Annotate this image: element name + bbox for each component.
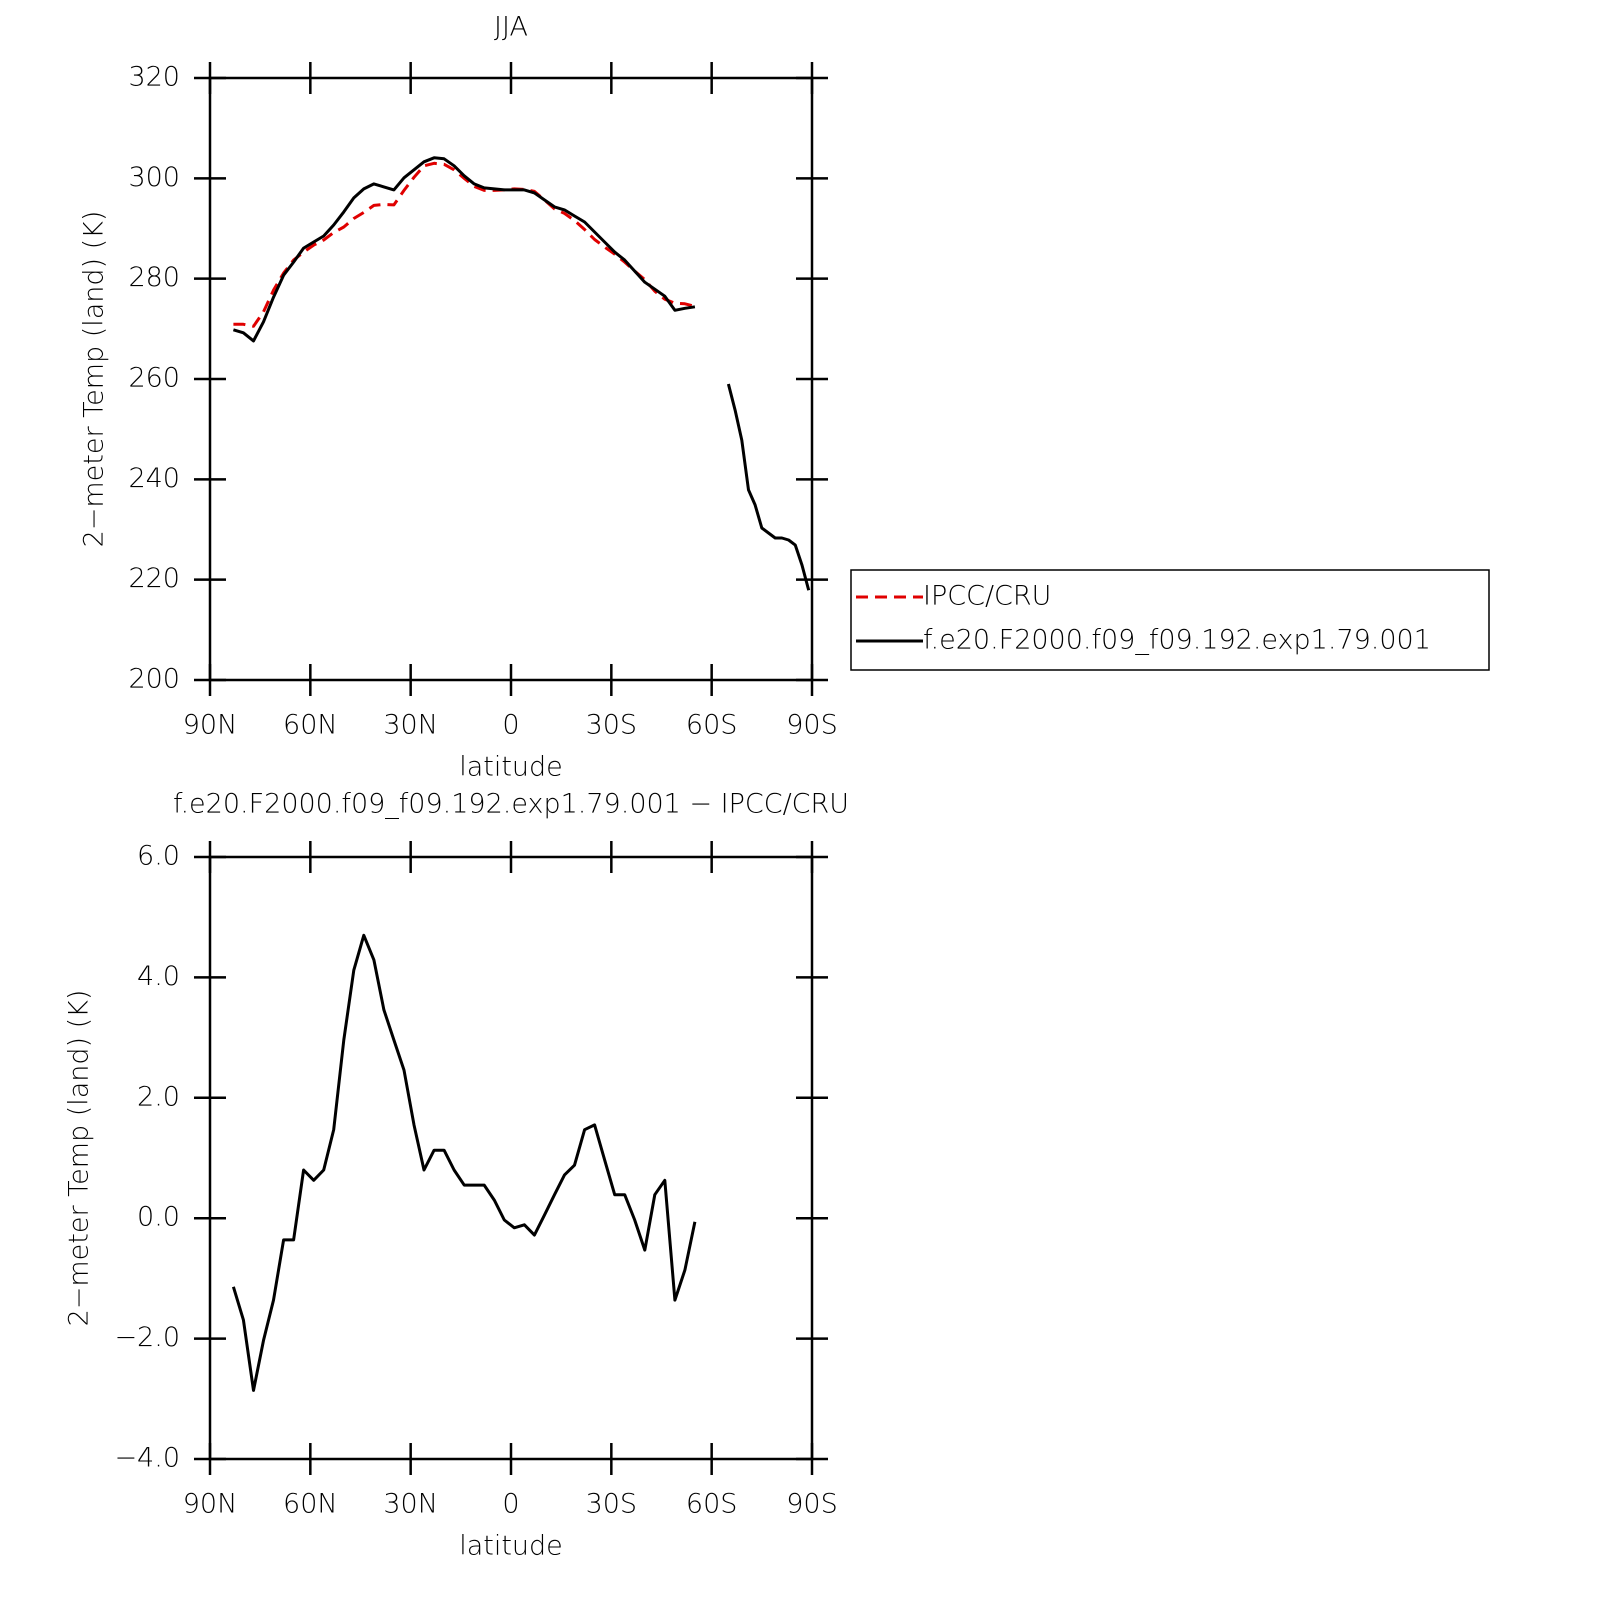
series-line [232, 156, 811, 591]
y-tick-label: −2.0 [114, 1322, 180, 1353]
y-tick-label: 300 [128, 162, 180, 193]
x-tick-label: 30S [586, 710, 638, 741]
x-tick-label: 60S [686, 710, 738, 741]
y-axis-label: 2−meter Temp (land) (K) [64, 990, 95, 1327]
chart-title: JJA [494, 12, 528, 43]
x-tick-label: 90N [183, 1489, 238, 1520]
y-tick-label: 240 [128, 463, 180, 494]
x-tick-label: 60N [283, 1489, 338, 1520]
y-tick-label: 2.0 [137, 1081, 180, 1112]
plot-frame [208, 76, 814, 682]
x-tick-label: 0 [502, 1489, 519, 1520]
x-tick-label: 30S [586, 1489, 638, 1520]
y-tick-label: 280 [128, 262, 180, 293]
y-tick-label: 200 [128, 664, 180, 695]
x-axis-label: latitude [459, 752, 563, 783]
x-tick-label: 0 [502, 710, 519, 741]
x-tick-label: 90S [786, 710, 838, 741]
x-tick-label: 60S [686, 1489, 738, 1520]
y-tick-label: 0.0 [137, 1202, 180, 1233]
legend-label: IPCC/CRU [923, 581, 1051, 612]
data-line [231, 933, 697, 1392]
x-tick-label: 30N [383, 710, 438, 741]
y-tick-label: 260 [128, 363, 180, 394]
x-tick-label: 60N [283, 710, 338, 741]
series-line [233, 161, 696, 328]
x-tick-label: 90S [786, 1489, 838, 1520]
y-tick-label: −4.0 [114, 1443, 180, 1474]
y-axis-label: 2−meter Temp (land) (K) [79, 211, 110, 548]
chart-title: f.e20.F2000.f09_f09.192.exp1.79.001 − IP… [173, 789, 849, 820]
y-tick-label: 4.0 [137, 961, 180, 992]
x-tick-label: 90N [183, 710, 238, 741]
x-axis-label: latitude [459, 1531, 563, 1562]
legend-label: f.e20.F2000.f09_f09.192.exp1.79.001 [923, 625, 1431, 656]
legend-box [850, 569, 1490, 671]
x-tick-label: 30N [383, 1489, 438, 1520]
y-tick-label: 220 [128, 563, 180, 594]
y-tick-label: 6.0 [137, 841, 180, 872]
plot-frame [208, 855, 814, 1461]
y-tick-label: 320 [128, 62, 180, 93]
